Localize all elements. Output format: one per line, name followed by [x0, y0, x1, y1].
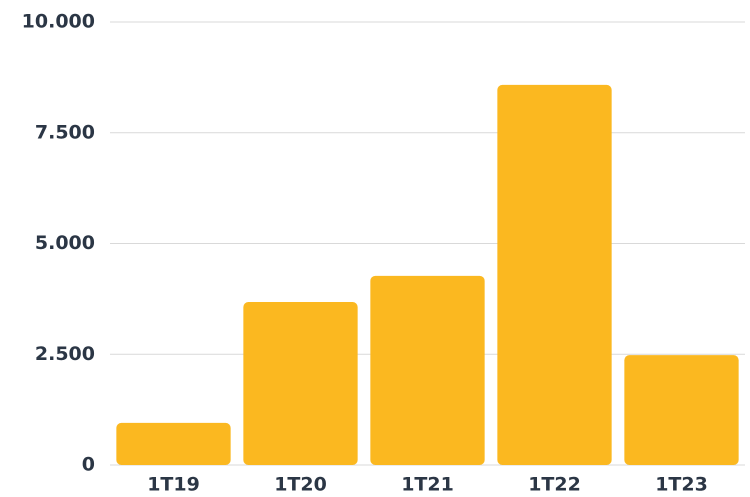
y-tick-label: 10.000 [22, 11, 95, 33]
y-tick-label: 0 [82, 454, 95, 476]
bar [624, 355, 739, 465]
x-tick-label: 1T22 [528, 474, 581, 496]
bar [370, 275, 485, 465]
bar [243, 301, 358, 465]
x-tick-label: 1T20 [274, 474, 327, 496]
y-tick-label: 7.500 [35, 121, 95, 143]
bar [497, 84, 612, 465]
x-tick-label: 1T19 [147, 474, 200, 496]
x-tick-label: 1T23 [655, 474, 708, 496]
y-tick-label: 5.000 [35, 232, 95, 254]
bar [116, 422, 231, 465]
y-tick-label: 2.500 [35, 343, 95, 365]
x-tick-label: 1T21 [401, 474, 454, 496]
